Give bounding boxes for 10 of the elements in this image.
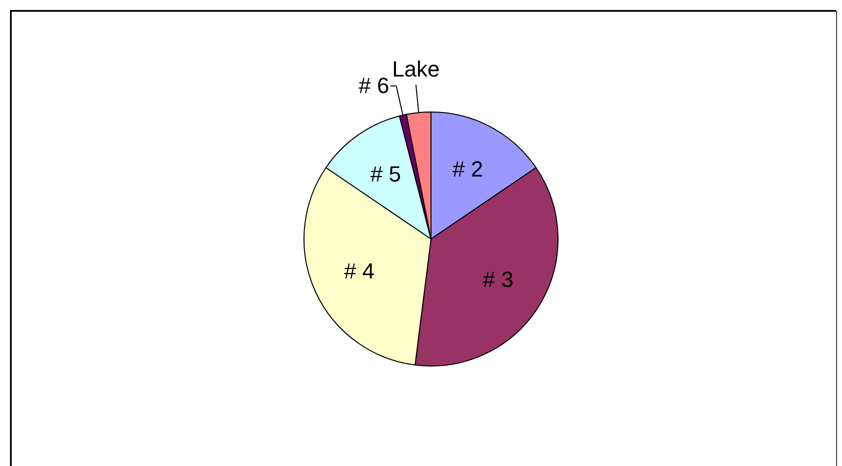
- slice-label: # 3: [482, 267, 514, 292]
- slice-label: # 5: [370, 162, 402, 187]
- pie-slice: [430, 112, 537, 240]
- slice-label: Lake: [392, 56, 440, 82]
- pie-slice: [325, 115, 432, 240]
- slice-label: # 2: [452, 156, 484, 182]
- pie-slice: [406, 112, 432, 240]
- legend-label: # 6: [358, 72, 390, 98]
- pie-slice: [304, 167, 432, 366]
- slice-label: # 4: [344, 258, 375, 284]
